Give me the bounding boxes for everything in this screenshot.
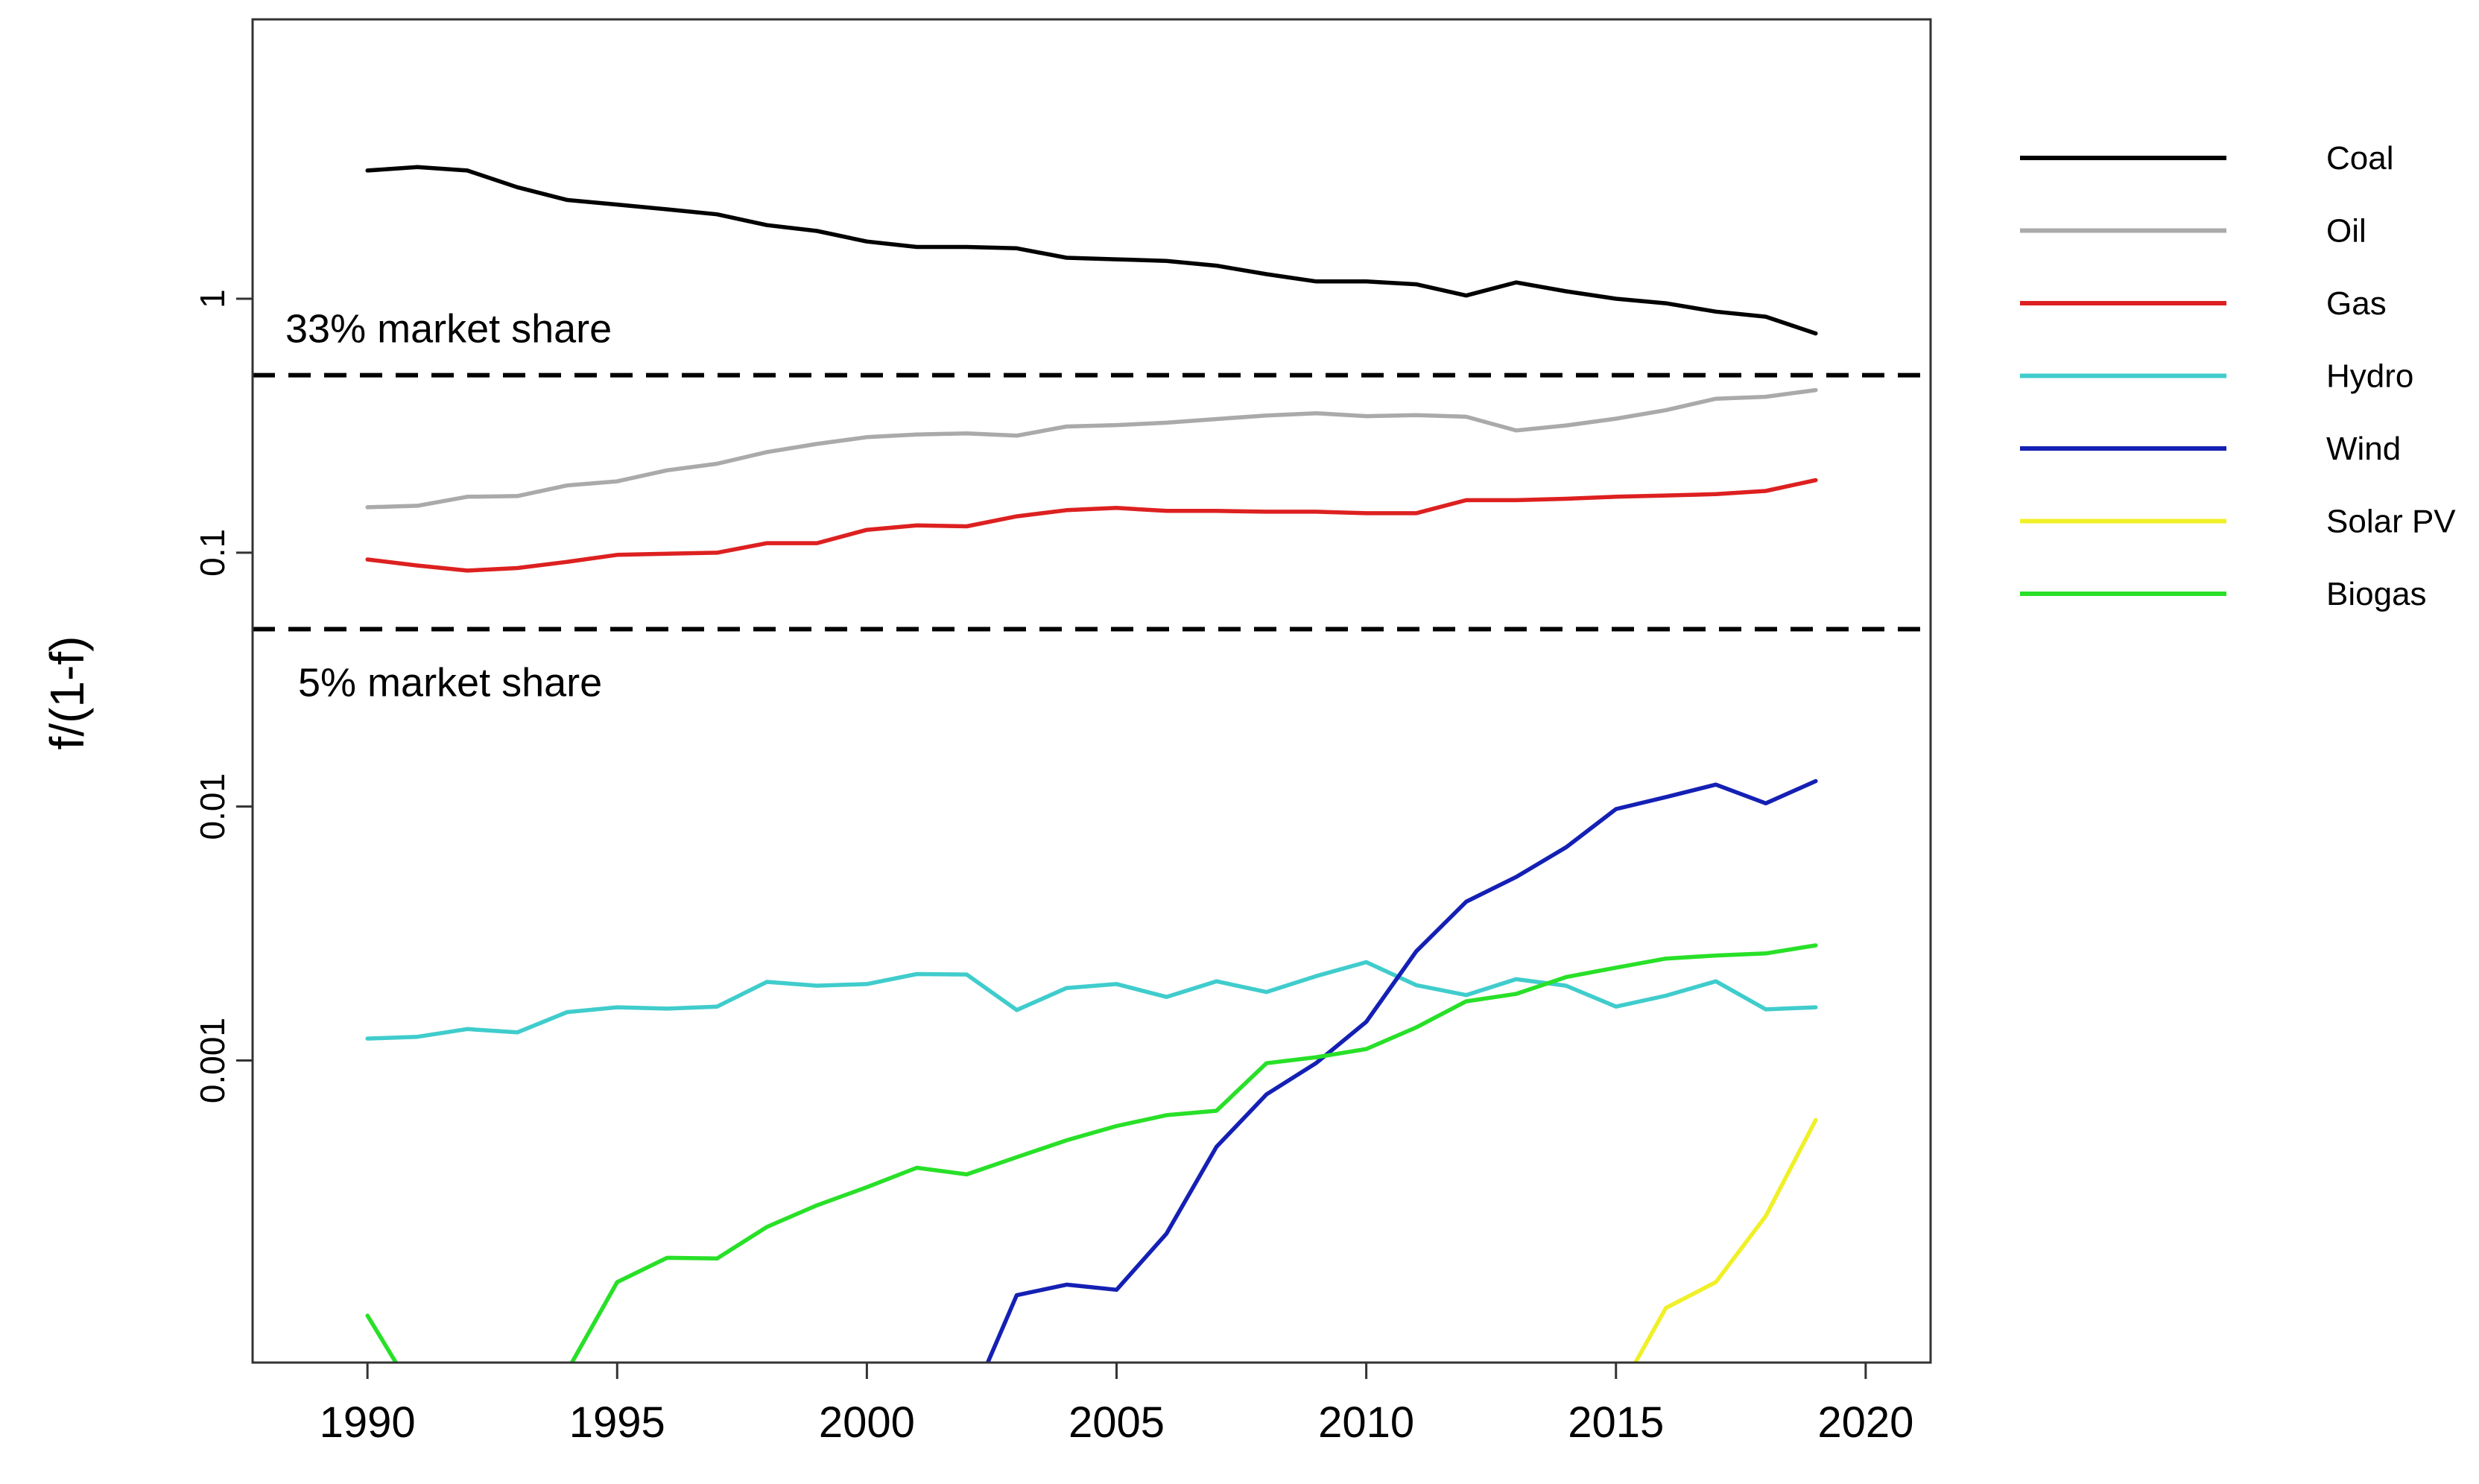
series-line-oil [365, 387, 1818, 510]
series-line-gas [365, 478, 1818, 573]
legend-label-gas: Gas [2326, 285, 2387, 322]
series-line-biogas [365, 943, 1818, 1363]
y-axis-title: f/(1-f) [40, 636, 94, 750]
legend-label-oil: Oil [2326, 213, 2366, 250]
legend: Coal Oil Gas Hydro Wind Solar PV Biogas [2020, 140, 2456, 612]
x-tick-label-1990: 1990 [320, 1398, 416, 1447]
x-tick-label-2000: 2000 [819, 1398, 915, 1447]
legend-label-biogas: Biogas [2326, 576, 2427, 612]
x-tick-label-2010: 2010 [1318, 1398, 1414, 1447]
reference-label-5pct: 5% market share [298, 660, 602, 705]
y-tick-label-1: 1 [193, 289, 232, 308]
reference-lines [253, 372, 1931, 632]
series-line-wind [985, 779, 1818, 1363]
reference-label-33pct: 33% market share [285, 307, 612, 352]
series-line-solar-pv [1633, 1117, 1818, 1363]
series-line-coal [365, 165, 1818, 336]
legend-label-coal: Coal [2326, 140, 2394, 177]
x-tick-label-2005: 2005 [1068, 1398, 1165, 1447]
x-tick-label-2015: 2015 [1568, 1398, 1664, 1447]
legend-label-hydro: Hydro [2326, 358, 2413, 395]
y-tick-label-0-01: 0.01 [193, 773, 232, 840]
y-axis: 0.001 0.01 0.1 1 [193, 289, 254, 1103]
y-tick-label-0-001: 0.001 [193, 1018, 232, 1103]
legend-label-solar-pv: Solar PV [2326, 504, 2456, 540]
x-tick-label-2020: 2020 [1817, 1398, 1913, 1447]
x-tick-label-1995: 1995 [569, 1398, 665, 1447]
y-tick-label-0-1: 0.1 [193, 529, 232, 577]
reference-labels: 33% market share 5% market share [285, 307, 612, 705]
series-line-hydro [365, 960, 1818, 1041]
legend-label-wind: Wind [2326, 431, 2401, 467]
x-axis: 1990 1995 2000 2005 2010 2015 2020 [320, 1361, 1913, 1447]
series-lines [365, 165, 1818, 1363]
